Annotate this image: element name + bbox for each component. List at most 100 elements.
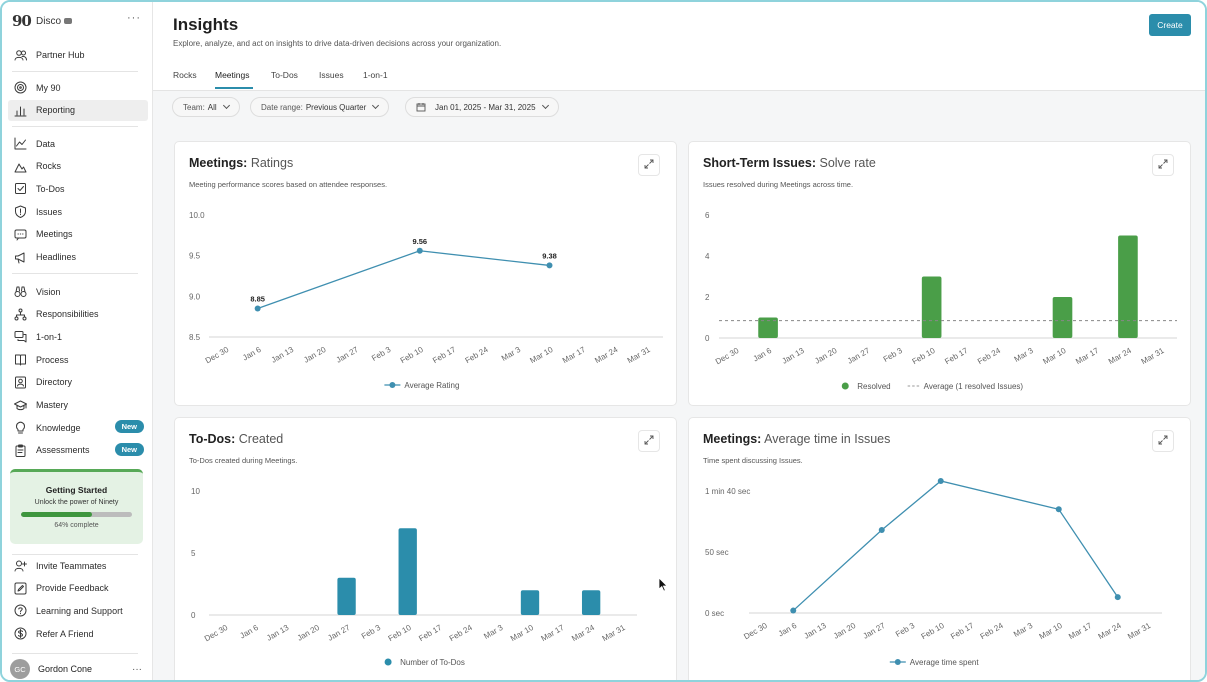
bar[interactable] bbox=[921, 276, 942, 339]
data-point[interactable] bbox=[790, 607, 797, 614]
legend-item[interactable]: Number of To-Dos bbox=[384, 658, 465, 667]
x-tick-label: Jan 20 bbox=[832, 621, 858, 641]
date-picker[interactable]: Jan 01, 2025 - Mar 31, 2025 bbox=[405, 97, 559, 117]
x-tick-label: Mar 10 bbox=[1038, 621, 1065, 642]
date-range-label: Date range: bbox=[261, 102, 303, 112]
y-tick-label: 10.0 bbox=[189, 211, 205, 220]
expand-button[interactable] bbox=[638, 430, 660, 452]
mouse-cursor-icon bbox=[658, 577, 668, 597]
y-tick-label: 2 bbox=[705, 293, 710, 302]
binoculars-icon bbox=[14, 285, 27, 298]
sidebar-item-assessments[interactable]: Assessments New bbox=[8, 440, 148, 461]
sidebar-item-refer-a-friend[interactable]: Refer A Friend bbox=[8, 623, 148, 644]
divider bbox=[12, 126, 138, 127]
sidebar-item-label: Meetings bbox=[36, 229, 73, 240]
sidebar-item-knowledge[interactable]: Knowledge New bbox=[8, 417, 148, 438]
bar[interactable] bbox=[337, 577, 356, 615]
bar[interactable] bbox=[520, 590, 540, 615]
data-point[interactable] bbox=[416, 247, 423, 254]
data-point[interactable] bbox=[878, 527, 885, 534]
user-menu[interactable]: GC Gordon Cone ··· bbox=[10, 659, 144, 679]
sidebar-item-partner-hub[interactable]: Partner Hub bbox=[8, 44, 148, 65]
sidebar-item-mastery[interactable]: Mastery bbox=[8, 395, 148, 416]
sidebar-item-issues[interactable]: Issues bbox=[8, 201, 148, 222]
tab-meetings[interactable]: Meetings bbox=[215, 70, 250, 80]
tab-rocks[interactable]: Rocks bbox=[173, 70, 197, 80]
x-tick-label: Mar 24 bbox=[570, 623, 597, 644]
tab-issues[interactable]: Issues bbox=[319, 70, 344, 80]
page-header: Insights Explore, analyze, and act on in… bbox=[153, 2, 1205, 91]
org-switcher[interactable]: 90 Disco ··· bbox=[12, 12, 144, 30]
sidebar-item-provide-feedback[interactable]: Provide Feedback bbox=[8, 578, 148, 599]
expand-button[interactable] bbox=[1152, 154, 1174, 176]
sidebar-item-to-dos[interactable]: To-Dos bbox=[8, 178, 148, 199]
sidebar-item-data[interactable]: Data bbox=[8, 133, 148, 154]
date-range-filter[interactable]: Date range: Previous Quarter bbox=[250, 97, 390, 117]
x-tick-label: Dec 30 bbox=[203, 623, 230, 644]
x-tick-label: Feb 3 bbox=[360, 623, 383, 641]
sidebar-item-my-90[interactable]: My 90 bbox=[8, 77, 148, 98]
filter-bar: Team: All Date range: Previous Quarter J… bbox=[153, 91, 1205, 123]
legend-item[interactable]: Resolved bbox=[841, 382, 891, 391]
sidebar-item-vision[interactable]: Vision bbox=[8, 281, 148, 302]
sidebar-item-headlines[interactable]: Headlines bbox=[8, 247, 148, 268]
tab-todos[interactable]: To-Dos bbox=[271, 70, 298, 80]
x-tick-label: Jan 20 bbox=[813, 346, 839, 366]
legend-item[interactable]: Average (1 resolved Issues) bbox=[907, 382, 1024, 391]
legend-item[interactable]: Average Rating bbox=[384, 381, 459, 390]
sidebar-item-process[interactable]: Process bbox=[8, 349, 148, 370]
tab-1-on-1[interactable]: 1-on-1 bbox=[363, 70, 388, 80]
x-tick-label: Jan 20 bbox=[302, 345, 328, 365]
bar[interactable] bbox=[1052, 297, 1073, 338]
x-tick-label: Jan 13 bbox=[802, 621, 828, 641]
data-point[interactable] bbox=[546, 262, 553, 269]
sidebar-item-directory[interactable]: Directory bbox=[8, 372, 148, 393]
sidebar-item-meetings[interactable]: Meetings bbox=[8, 224, 148, 245]
sidebar-item-responsibilities[interactable]: Responsibilities bbox=[8, 304, 148, 325]
calendar-icon bbox=[416, 102, 426, 112]
sidebar-item-invite-teammates[interactable]: Invite Teammates bbox=[8, 555, 148, 576]
team-filter[interactable]: Team: All bbox=[172, 97, 240, 117]
expand-button[interactable] bbox=[1152, 430, 1174, 452]
series-line bbox=[792, 480, 1119, 612]
sidebar-item-label: Knowledge bbox=[36, 422, 81, 433]
y-tick-label: 6 bbox=[705, 211, 710, 220]
help-icon bbox=[14, 604, 27, 617]
create-button[interactable]: Create bbox=[1149, 14, 1191, 36]
more-options-icon[interactable]: ··· bbox=[132, 663, 142, 675]
expand-button[interactable] bbox=[638, 154, 660, 176]
graduation-cap-icon bbox=[14, 399, 27, 412]
x-tick-label: Mar 10 bbox=[1041, 346, 1068, 367]
data-point[interactable] bbox=[1055, 506, 1062, 513]
data-point[interactable] bbox=[254, 305, 261, 312]
sidebar-item-label: Assessments bbox=[36, 445, 90, 456]
expand-icon bbox=[644, 432, 654, 450]
sidebar-item-learning-and-support[interactable]: Learning and Support bbox=[8, 600, 148, 621]
x-tick-label: Feb 17 bbox=[943, 346, 970, 367]
more-options-icon[interactable]: ··· bbox=[127, 12, 141, 24]
sidebar-item-1-on-1[interactable]: 1-on-1 bbox=[8, 326, 148, 347]
sidebar-item-label: Data bbox=[36, 138, 56, 149]
x-tick-label: Jan 20 bbox=[296, 623, 322, 643]
x-tick-label: Mar 17 bbox=[561, 345, 588, 366]
data-point[interactable] bbox=[937, 478, 944, 484]
sidebar-item-reporting[interactable]: Reporting bbox=[8, 99, 148, 121]
bar[interactable] bbox=[1118, 235, 1138, 339]
legend-dot-icon bbox=[841, 382, 849, 390]
chart-subtitle: Issues resolved during Meetings across t… bbox=[703, 180, 854, 189]
legend-item[interactable]: Average time spent bbox=[889, 658, 980, 667]
bar[interactable] bbox=[758, 317, 778, 339]
sidebar-item-label: Invite Teammates bbox=[36, 560, 107, 571]
avatar: GC bbox=[10, 659, 30, 679]
data-point[interactable] bbox=[1114, 594, 1121, 601]
bar[interactable] bbox=[398, 528, 417, 615]
getting-started-card[interactable]: Getting Started Unlock the power of Nine… bbox=[10, 469, 143, 544]
mountain-icon bbox=[14, 160, 27, 173]
bar[interactable] bbox=[581, 590, 601, 615]
sidebar-item-label: Headlines bbox=[36, 252, 77, 262]
chart-title: Meetings: Average time in Issues bbox=[703, 432, 891, 446]
x-tick-label: Jan 6 bbox=[752, 346, 774, 364]
sidebar-item-rocks[interactable]: Rocks bbox=[8, 156, 148, 177]
